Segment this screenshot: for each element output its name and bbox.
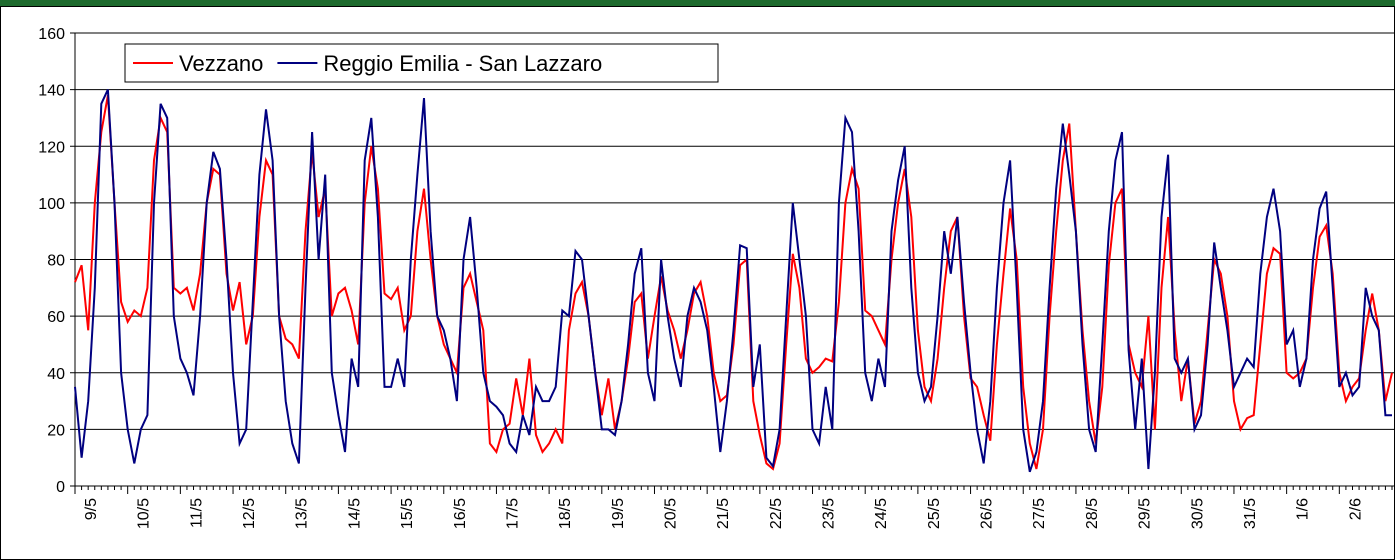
y-tick-label: 40 xyxy=(47,366,65,383)
y-tick-label: 140 xyxy=(38,83,65,100)
x-tick-label: 9/5 xyxy=(83,498,100,520)
x-tick-label: 1/6 xyxy=(1295,498,1312,520)
y-tick-label: 80 xyxy=(47,253,65,270)
y-tick-label: 160 xyxy=(38,26,65,43)
series-line xyxy=(74,89,1392,473)
x-tick-label: 26/5 xyxy=(979,498,996,529)
x-tick-label: 11/5 xyxy=(188,498,205,528)
x-tick-label: 17/5 xyxy=(504,498,521,529)
x-tick-label: 16/5 xyxy=(452,498,469,529)
legend-box xyxy=(124,43,719,83)
y-tick-label: 120 xyxy=(38,139,65,156)
x-tick-label: 24/5 xyxy=(873,498,890,529)
x-tick-label: 21/5 xyxy=(715,498,732,529)
x-tick-label: 18/5 xyxy=(557,498,574,529)
legend-label: Reggio Emilia - San Lazzaro xyxy=(323,51,602,76)
x-tick-label: 27/5 xyxy=(1031,498,1048,529)
x-tick-label: 28/5 xyxy=(1084,498,1101,529)
x-tick-label: 29/5 xyxy=(1137,498,1154,529)
x-tick-label: 23/5 xyxy=(821,498,838,529)
x-tick-label: 25/5 xyxy=(926,498,943,529)
x-tick-label: 14/5 xyxy=(346,498,363,529)
x-tick-label: 30/5 xyxy=(1189,498,1206,529)
x-tick-label: 15/5 xyxy=(399,498,416,529)
x-tick-label: 10/5 xyxy=(136,498,153,529)
x-tick-label: 13/5 xyxy=(294,498,311,529)
y-tick-label: 0 xyxy=(56,479,65,496)
top-bar xyxy=(0,0,1395,6)
x-tick-label: 31/5 xyxy=(1242,498,1259,529)
x-tick-label: 22/5 xyxy=(768,498,785,529)
y-tick-label: 20 xyxy=(47,422,65,439)
y-tick-label: 100 xyxy=(38,196,65,213)
x-tick-label: 19/5 xyxy=(610,498,627,529)
x-tick-label: 20/5 xyxy=(662,498,679,529)
legend-label: Vezzano xyxy=(179,51,263,76)
x-tick-label: 2/6 xyxy=(1347,498,1364,520)
y-tick-label: 60 xyxy=(47,309,65,326)
x-tick-label: 12/5 xyxy=(241,498,258,529)
